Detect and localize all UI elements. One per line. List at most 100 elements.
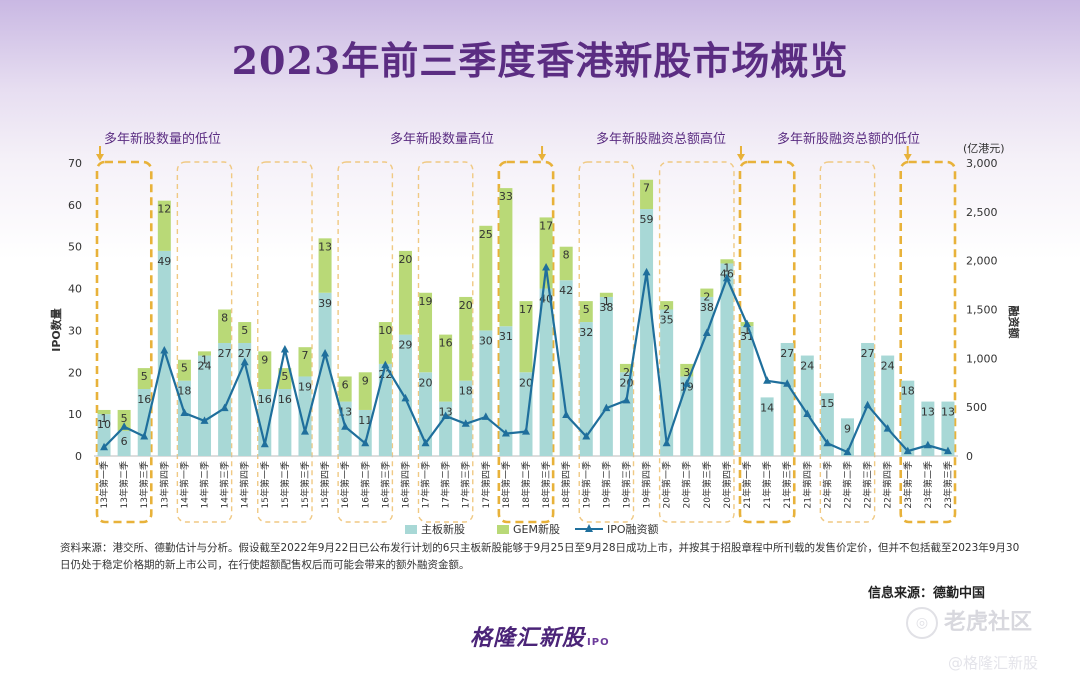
y-tick-left: 50	[68, 241, 82, 254]
bar-main	[439, 401, 453, 456]
bar-label-gem: 5	[241, 324, 248, 337]
x-tick-label: 22年第三季	[862, 461, 874, 508]
group-box	[578, 161, 635, 523]
ipo-point	[763, 376, 772, 384]
bar-gem	[198, 351, 212, 356]
bar-gem	[700, 288, 714, 297]
ipo-point	[662, 438, 671, 447]
highlight-group-box	[738, 160, 796, 524]
group-box	[417, 161, 474, 523]
bar-label-main: 49	[157, 255, 171, 268]
annotation-arrowhead	[96, 154, 104, 161]
bar-gem	[157, 200, 171, 251]
bar-label-main: 31	[499, 330, 513, 343]
bar-gem	[419, 292, 433, 373]
ipo-point	[481, 412, 490, 420]
bar-label-gem: 3	[683, 366, 690, 379]
ipo-point	[783, 379, 792, 387]
x-tick-label: 18年第四季	[560, 461, 572, 508]
y-tick-right: 3,000	[966, 157, 998, 170]
tiger-icon: ◎	[906, 607, 938, 639]
bar-label-main: 18	[177, 385, 191, 398]
ipo-point	[220, 403, 229, 412]
brand-suffix: IPO	[587, 637, 610, 648]
bar-label-gem: 7	[643, 182, 650, 195]
bar-label-main: 9	[844, 422, 851, 435]
annotation-text: 多年新股融资总额高位	[596, 131, 726, 147]
bar-label-gem: 10	[378, 324, 392, 337]
bar-label-main: 16	[258, 393, 272, 406]
bar-main	[941, 401, 955, 456]
x-tick-label: 14年第二季	[199, 461, 211, 508]
bar-label-main: 24	[198, 360, 212, 373]
bar-gem	[559, 246, 573, 281]
bar-label-gem: 8	[563, 249, 570, 262]
bar-main	[519, 372, 533, 456]
bar-main	[740, 326, 754, 456]
bar-gem	[238, 322, 252, 343]
highlight-group-box	[95, 160, 153, 524]
bar-label-gem: 5	[281, 370, 288, 383]
x-tick-label: 22年第一季	[821, 461, 833, 508]
highlight-group-box	[497, 160, 555, 524]
x-tick-label: 14年第一季	[178, 461, 190, 508]
bar-label-gem: 25	[479, 228, 493, 241]
x-tick-label: 13年第一季	[98, 461, 110, 508]
ipo-point	[863, 400, 872, 409]
bar-gem	[459, 296, 473, 381]
bar-label-main: 24	[800, 360, 814, 373]
bar-label-main: 18	[901, 385, 915, 398]
source-note: 资料来源：港交所、德勤估计与分析。假设截至2022年9月22日已公布发行计划的6…	[60, 542, 1020, 571]
ipo-point	[461, 419, 470, 427]
bar-label-main: 15	[820, 397, 834, 410]
annotation-arrowhead	[736, 154, 745, 161]
bar-gem	[258, 351, 272, 390]
bar-label-gem: 20	[398, 253, 412, 266]
bar-gem	[298, 347, 312, 377]
x-tick-label: 20年第三季	[701, 461, 713, 508]
watermark-tiger-text: 老虎社区	[944, 610, 1033, 635]
bar-label-main: 13	[921, 406, 935, 419]
bar-gem	[479, 225, 493, 331]
y-tick-left: 30	[68, 324, 82, 337]
bar-label-gem: 8	[221, 312, 228, 325]
bar-main	[559, 280, 573, 456]
bar-main	[117, 430, 131, 456]
bar-gem	[720, 259, 734, 264]
ipo-point	[702, 328, 711, 336]
bar-label-gem: 2	[623, 366, 630, 379]
watermark-tiger: ◎ 老虎社区	[906, 604, 1032, 639]
x-tick-label: 19年第三季	[620, 461, 632, 508]
right-axis-unit: (亿港元)	[963, 142, 1005, 155]
annotation-arrowhead	[903, 154, 912, 161]
ipo-point	[903, 446, 912, 455]
bar-main	[358, 409, 372, 456]
bar-main	[619, 372, 633, 456]
x-tick-label: 17年第一季	[420, 461, 432, 508]
watermark-gelonghui: @格隆汇新股	[948, 654, 1039, 672]
bar-label-gem: 19	[419, 295, 433, 308]
ipo-point	[522, 427, 530, 435]
bar-label-gem: 12	[157, 203, 171, 216]
bar-gem	[97, 409, 111, 415]
x-tick-label: 16年第二季	[359, 461, 371, 508]
ipo-point	[843, 447, 852, 456]
y-axis-right-label: 融资额	[1007, 306, 1021, 339]
bar-label-main: 32	[579, 326, 593, 339]
y-tick-left: 0	[75, 450, 82, 463]
ipo-point	[441, 411, 450, 419]
group-box	[658, 161, 735, 523]
y-tick-left: 40	[68, 283, 82, 296]
ipo-chart: 格隆汇新股01020304050607005001,0001,5002,0002…	[49, 131, 1021, 536]
x-tick-label: 19年第一季	[580, 461, 592, 508]
bar-gem	[499, 188, 513, 327]
x-tick-label: 13年第三季	[138, 461, 150, 508]
bar-gem	[117, 409, 131, 431]
ipo-point	[260, 439, 269, 448]
legend-label-main: 主板新股	[421, 522, 465, 536]
x-tick-label: 20年第一季	[661, 461, 673, 508]
ipo-point	[100, 442, 109, 451]
bar-label-gem: 33	[499, 190, 513, 203]
bar-label-gem: 17	[539, 219, 553, 232]
bar-label-main: 42	[559, 284, 573, 297]
